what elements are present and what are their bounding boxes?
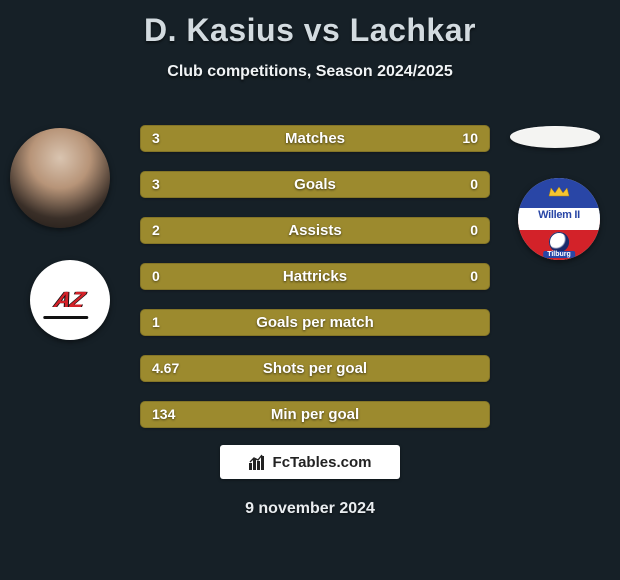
stat-row: 3 Goals 0 (140, 171, 490, 198)
page-title: D. Kasius vs Lachkar (0, 0, 620, 49)
player1-club-badge: AZ (30, 260, 110, 340)
player2-club-badge: Willem II Tilburg (518, 178, 600, 260)
club2-banner: Tilburg (543, 251, 575, 258)
stat-row: 134 Min per goal (140, 401, 490, 428)
stat-row: 3 Matches 10 (140, 125, 490, 152)
player1-photo (10, 128, 110, 228)
stat-label: Matches (140, 125, 490, 152)
stat-right-value: 10 (462, 125, 478, 152)
stat-row: 4.67 Shots per goal (140, 355, 490, 382)
date-label: 9 november 2024 (0, 500, 620, 518)
bars-icon (249, 454, 267, 470)
stat-bars: 3 Matches 10 3 Goals 0 2 Assists 0 0 Hat… (140, 125, 490, 447)
stat-right-value: 0 (470, 217, 478, 244)
stat-label: Assists (140, 217, 490, 244)
stat-right-value: 0 (470, 171, 478, 198)
site-badge: FcTables.com (220, 445, 400, 479)
player2-photo (510, 126, 600, 148)
club1-text: AZ (53, 287, 88, 313)
stat-row: 1 Goals per match (140, 309, 490, 336)
stat-right-value: 0 (470, 263, 478, 290)
crown-icon (548, 184, 570, 196)
stat-label: Hattricks (140, 263, 490, 290)
stat-row: 2 Assists 0 (140, 217, 490, 244)
club2-text: Willem II (518, 209, 600, 221)
stat-row: 0 Hattricks 0 (140, 263, 490, 290)
subtitle: Club competitions, Season 2024/2025 (0, 63, 620, 81)
stat-label: Goals (140, 171, 490, 198)
stat-label: Shots per goal (140, 355, 490, 382)
ball-icon (549, 232, 569, 252)
stat-label: Goals per match (140, 309, 490, 336)
stat-label: Min per goal (140, 401, 490, 428)
site-label: FcTables.com (273, 454, 372, 471)
